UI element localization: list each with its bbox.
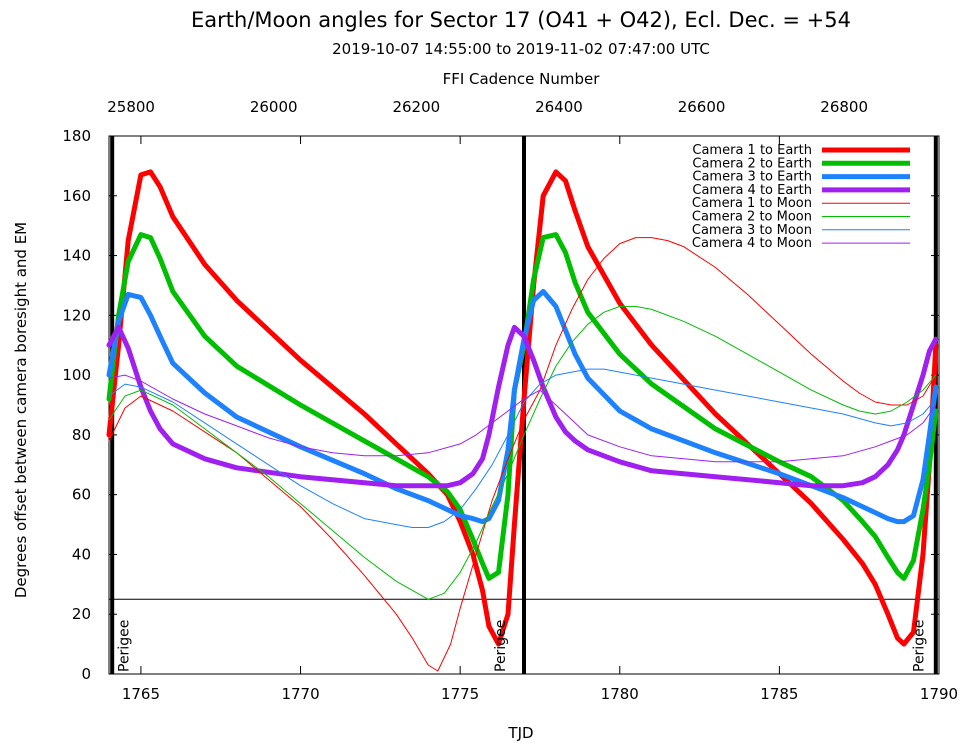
top-tick-label: 25800 <box>107 98 155 116</box>
x-tick-label: 1775 <box>441 685 479 703</box>
x-tick-label: 1770 <box>281 685 319 703</box>
legend-label: Camera 1 to Earth <box>692 143 812 158</box>
legend-label: Camera 3 to Moon <box>692 223 812 238</box>
y-tick-label: 20 <box>72 605 91 623</box>
top-tick-label: 26600 <box>678 98 726 116</box>
legend-label: Camera 2 to Moon <box>692 210 812 225</box>
x-axis-label: TJD <box>507 724 533 742</box>
y-tick-label: 0 <box>81 665 91 683</box>
top-tick-label: 26000 <box>250 98 298 116</box>
y-tick-label: 140 <box>62 247 91 265</box>
tick-group: 1765 1770 1775 1780 1785 1790 0 20 40 60 80 100 120 1… <box>62 98 958 703</box>
annotation-group: Perigee Perigee Perigee <box>116 620 927 672</box>
chart-title: Earth/Moon angles for Sector 17 (O41 + O… <box>191 8 851 32</box>
top-tick-label: 26400 <box>535 98 583 116</box>
y-tick-label: 160 <box>62 187 91 205</box>
y-tick-label: 180 <box>62 127 91 145</box>
perigee-label: Perigee <box>911 620 927 672</box>
top-axis-label: FFI Cadence Number <box>443 70 601 88</box>
series-line <box>108 368 937 528</box>
x-tick-label: 1785 <box>760 685 798 703</box>
y-tick-label: 40 <box>72 545 91 563</box>
legend-label: Camera 1 to Moon <box>692 196 812 211</box>
series-group <box>106 169 939 672</box>
chart-subtitle: 2019-10-07 14:55:00 to 2019-11-02 07:47:… <box>332 40 710 58</box>
legend-label: Camera 4 to Moon <box>692 236 812 251</box>
series-line <box>106 324 939 489</box>
top-tick-label: 26800 <box>820 98 868 116</box>
x-tick-label: 1790 <box>920 685 958 703</box>
y-tick-label: 120 <box>62 306 91 324</box>
legend-label: Camera 4 to Earth <box>692 183 812 198</box>
legend-label: Camera 2 to Earth <box>692 156 812 171</box>
y-axis-label: Degrees offset between camera boresight … <box>12 222 30 598</box>
legend-label: Camera 3 to Earth <box>692 170 812 185</box>
series-line <box>108 374 937 463</box>
perigee-label: Perigee <box>493 620 509 672</box>
y-tick-label: 80 <box>72 426 91 444</box>
perigee-label: Perigee <box>116 620 132 672</box>
x-tick-label: 1765 <box>122 685 160 703</box>
y-tick-label: 100 <box>62 366 91 384</box>
x-tick-label: 1780 <box>601 685 639 703</box>
top-tick-label: 26200 <box>392 98 440 116</box>
series-line <box>108 305 937 600</box>
y-tick-label: 60 <box>72 486 91 504</box>
plot-area: 1765 1770 1775 1780 1785 1790 0 20 40 60 80 100 120 1… <box>62 98 958 703</box>
